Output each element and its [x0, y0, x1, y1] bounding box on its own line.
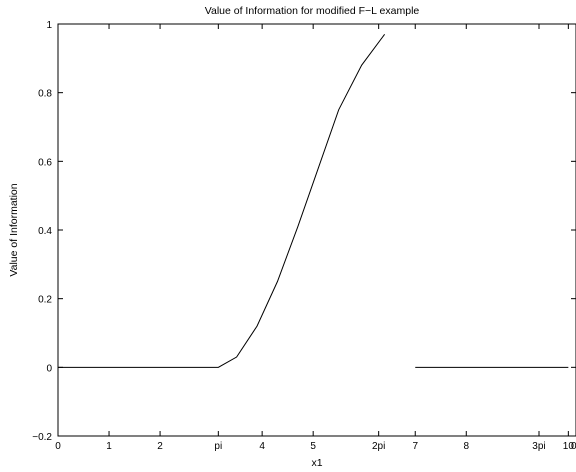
x-axis-ticks: 0 1 2 pi 4 5 2pi 7 8 3pi 100 — [55, 24, 576, 452]
chart-title: Value of Information for modified F−L ex… — [205, 5, 420, 17]
x-tick-label: 7 — [412, 441, 418, 452]
y-tick-label: 0.2 — [38, 295, 52, 306]
y-axis-label: Value of Information — [8, 183, 20, 276]
y-tick-label: −0.2 — [32, 432, 52, 443]
x-tick-label: pi — [214, 441, 222, 452]
x-tick-label: 5 — [310, 441, 316, 452]
data-series — [58, 34, 569, 368]
x-tick-label: 4 — [259, 441, 265, 452]
y-tick-label: 0.4 — [38, 226, 52, 237]
x-tick-label: 3pi — [532, 441, 545, 452]
x-tick-label: 2pi — [372, 441, 385, 452]
y-tick-label: 0 — [46, 363, 52, 374]
x-tick-label: 8 — [463, 441, 469, 452]
y-axis-ticks: −0.2 0 0.2 0.4 0.6 0.8 1 — [32, 20, 576, 443]
plot-frame — [57, 23, 576, 437]
y-tick-label: 0.8 — [38, 89, 52, 100]
x-tick-label: 0 — [55, 441, 61, 452]
x-tick-label: 10 — [563, 441, 575, 452]
series-line — [58, 34, 386, 368]
y-tick-label: 0.6 — [38, 157, 52, 168]
x-tick-label: 2 — [157, 441, 163, 452]
x-tick-label: 1 — [106, 441, 112, 452]
x-tick-label-edge: 0 — [571, 441, 576, 452]
y-tick-label: 1 — [46, 20, 52, 31]
x-axis-label: x1 — [311, 457, 322, 469]
